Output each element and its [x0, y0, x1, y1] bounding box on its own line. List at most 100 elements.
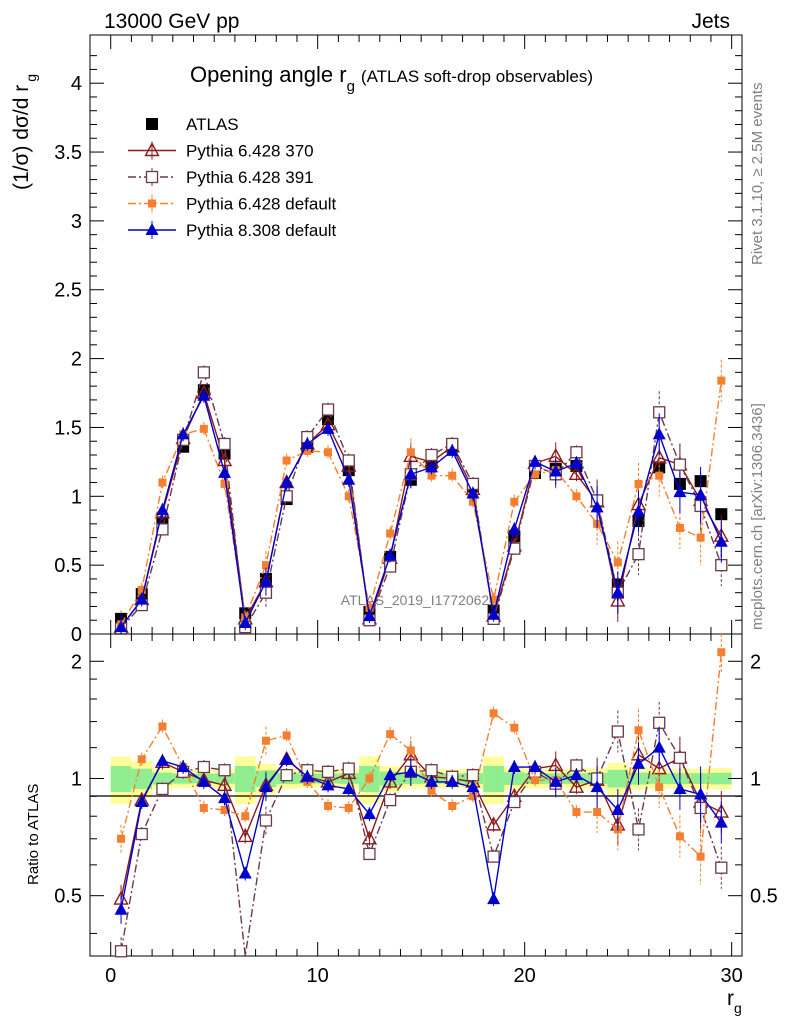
- data-point: [259, 780, 273, 793]
- data-point: [344, 492, 353, 501]
- data-point: [261, 736, 270, 745]
- data-point: [259, 814, 273, 827]
- data-point: [363, 847, 376, 861]
- data-point: [280, 490, 293, 503]
- data-point: [531, 776, 540, 785]
- ratio-band-inner: [710, 772, 732, 785]
- data-point: [344, 803, 353, 812]
- x-tick-label: 30: [721, 965, 743, 987]
- data-point: [569, 768, 583, 781]
- data-point: [237, 827, 253, 843]
- data-point: [568, 465, 585, 480]
- data-point: [425, 448, 438, 462]
- y-tick-label: 1: [71, 486, 82, 508]
- data-point: [590, 500, 604, 513]
- data-point: [528, 760, 542, 773]
- data-point: [466, 486, 480, 499]
- legend-label: Pythia 6.428 391: [186, 168, 314, 187]
- data-point: [137, 755, 146, 764]
- ratio-y-tick-label-right: 0.5: [750, 886, 778, 908]
- data-point: [342, 781, 356, 794]
- y-tick-label: 1.5: [54, 417, 82, 439]
- data-point: [321, 765, 335, 778]
- data-point: [259, 574, 273, 587]
- data-point: [386, 529, 395, 538]
- data-point: [220, 479, 229, 488]
- x-tick-label: 20: [514, 965, 536, 987]
- data-point: [448, 471, 457, 480]
- data-point: [238, 866, 252, 879]
- data-point: [406, 746, 415, 755]
- data-point: [510, 497, 519, 506]
- ratio-y-tick-label-right: 1: [750, 768, 761, 790]
- data-point: [342, 454, 355, 467]
- data-point: [300, 436, 314, 449]
- data-point: [508, 795, 521, 809]
- data-point: [425, 764, 438, 777]
- data-point: [158, 478, 167, 487]
- y-tick-label: 0.5: [54, 555, 82, 577]
- data-point: [427, 471, 436, 480]
- main-panel: ATLAS_2019_I1772062 0 0.5 1 1.5 2 2.5 3 3.5 4 Op…: [10, 34, 743, 646]
- data-point: [508, 542, 521, 555]
- data-point: [135, 592, 149, 605]
- series-pythia-8-308-default: [114, 388, 728, 634]
- data-point: [632, 504, 646, 517]
- data-point: [300, 769, 314, 782]
- data-point: [568, 778, 585, 793]
- y-tick-label: 4: [71, 73, 82, 95]
- data-point: [321, 403, 335, 416]
- data-point: [218, 791, 232, 804]
- data-point: [324, 448, 333, 457]
- data-point: [653, 716, 666, 729]
- data-point: [696, 852, 705, 861]
- data-point: [197, 388, 211, 401]
- data-point: [572, 492, 581, 501]
- data-point: [675, 832, 684, 841]
- legend-label: Pythia 8.308 default: [186, 221, 337, 240]
- data-point: [572, 808, 581, 817]
- data-point: [117, 834, 126, 843]
- data-point: [321, 778, 335, 791]
- data-point: [652, 740, 666, 753]
- ratio-panel: 0.5 0.51 12 20 10 20 30 Ratio to ATLAS rg: [25, 633, 778, 1016]
- data-point: [241, 812, 250, 821]
- data-point: [613, 558, 622, 567]
- data-point: [673, 485, 687, 498]
- header-right: Jets: [691, 10, 730, 33]
- legend-marker: [145, 170, 159, 184]
- data-point: [425, 774, 439, 787]
- data-point: [673, 751, 687, 764]
- data-point: [199, 803, 208, 812]
- data-point: [158, 722, 167, 731]
- legend-label: Pythia 6.428 370: [186, 142, 314, 161]
- data-point: [342, 472, 356, 485]
- data-point: [324, 801, 333, 810]
- ratio-band-inner: [110, 765, 132, 793]
- x-tick-label: 10: [307, 965, 329, 987]
- legend-marker: [145, 223, 159, 235]
- data-point: [261, 561, 270, 570]
- data-point: [694, 787, 708, 800]
- legend-marker: [144, 142, 160, 157]
- data-point: [590, 780, 604, 793]
- data-point: [321, 421, 335, 434]
- watermark: ATLAS_2019_I1772062: [341, 592, 490, 608]
- data-point: [280, 768, 293, 782]
- data-point: [487, 892, 501, 905]
- ratio-frame: [89, 633, 743, 957]
- data-point: [651, 449, 667, 464]
- data-point: [715, 861, 728, 874]
- y-tick-label: 0: [71, 624, 82, 646]
- data-point: [510, 723, 519, 732]
- data-point: [528, 454, 542, 467]
- data-point: [485, 816, 502, 831]
- data-point: [280, 752, 294, 765]
- x-axis-label: rg: [727, 987, 742, 1016]
- x-tick-label: 0: [105, 965, 116, 987]
- data-point: [176, 760, 190, 773]
- data-point: [632, 547, 645, 561]
- data-point: [507, 522, 521, 535]
- data-point: [715, 508, 728, 521]
